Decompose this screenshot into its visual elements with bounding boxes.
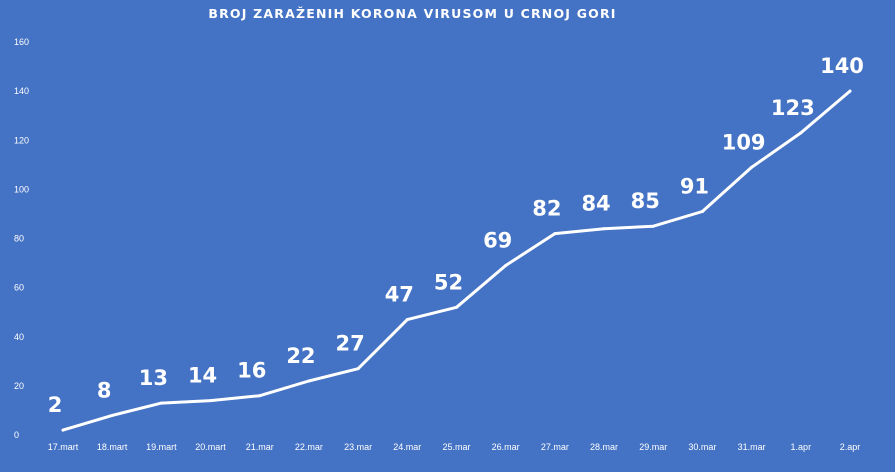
data-label: 82 [532,197,561,221]
data-point [455,305,458,309]
data-label: 85 [631,189,660,213]
data-label: 47 [385,283,414,307]
data-point [504,264,508,268]
data-point [651,224,655,228]
data-point [750,165,754,169]
data-label: 52 [434,270,463,294]
x-tick-label: 1.apr [791,442,812,452]
x-tick-label: 31.mar [738,442,766,452]
x-tick-label: 30.mar [688,442,716,452]
y-tick-label: 140 [14,86,29,96]
data-label: 22 [286,344,315,368]
x-tick-label: 20.mart [195,442,226,452]
data-point [553,232,557,236]
data-label: 109 [722,130,766,154]
y-tick-label: 100 [14,184,29,194]
x-tick-label: 22.mar [295,442,323,452]
data-point [799,131,803,135]
data-label: 84 [581,192,610,216]
x-tick-label: 25.mar [442,442,470,452]
data-point [405,318,409,322]
x-tick-label: 2.apr [840,442,861,452]
data-point [159,401,163,405]
series [61,89,852,432]
chart-title: BROJ ZARAŽENIH KORONA VIRUSOM U CRNOJ GO… [208,6,617,21]
data-label: 14 [188,364,217,388]
y-tick-label: 80 [14,234,24,244]
x-tick-label: 27.mar [541,442,569,452]
data-point [110,413,114,417]
data-point [700,209,704,213]
drop-lines [111,91,851,435]
x-tick-label: 21.mar [246,442,274,452]
data-point [258,394,262,398]
y-tick-label: 0 [14,430,19,440]
y-tick-label: 60 [14,283,24,293]
data-point [848,89,852,93]
data-point [61,428,65,432]
y-tick-label: 120 [14,135,29,145]
data-point [602,227,606,231]
y-tick-label: 160 [14,37,29,47]
data-label: 91 [680,174,709,198]
data-label: 140 [820,54,864,78]
data-point [209,399,213,403]
x-tick-label: 18.mart [97,442,128,452]
x-tick-label: 24.mar [393,442,421,452]
data-label: 27 [336,332,365,356]
data-label: 16 [237,359,266,383]
data-label: 13 [139,366,168,390]
data-point [307,379,311,383]
x-tick-label: 29.mar [639,442,667,452]
x-axis: 17.mart 18.mart 19.mart 20.mart 21.mar 22.mar… [48,442,861,452]
x-tick-label: 17.mart [48,442,79,452]
data-label: 8 [97,378,112,402]
x-tick-label: 26.mar [492,442,520,452]
x-tick-label: 23.mar [344,442,372,452]
y-tick-label: 40 [14,332,24,342]
data-label: 123 [771,96,815,120]
x-tick-label: 28.mar [590,442,618,452]
data-label: 2 [48,393,63,417]
data-point [356,367,360,371]
data-label: 69 [483,229,512,253]
y-tick-label: 20 [14,381,24,391]
x-tick-label: 19.mart [146,442,177,452]
y-axis: 0 20 40 60 80 100 120 140 160 [14,37,29,440]
